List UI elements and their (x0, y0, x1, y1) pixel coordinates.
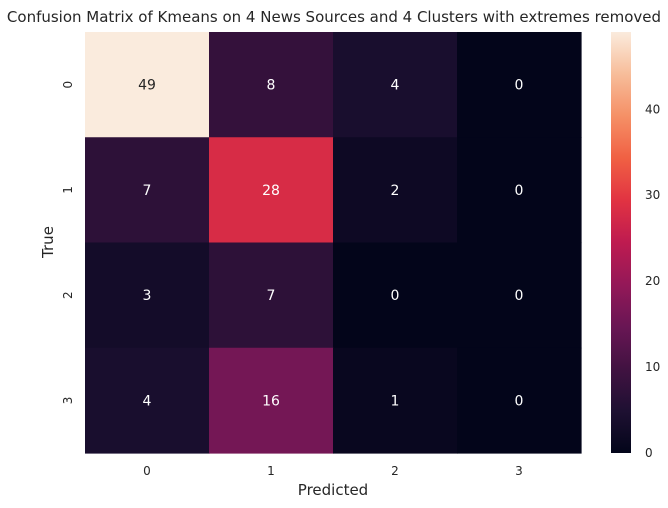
cell-value-label: 28 (262, 183, 280, 199)
heatmap-cell (333, 137, 458, 244)
heatmap-cell (209, 242, 334, 349)
cell-value-label: 16 (262, 393, 280, 409)
x-tick-label: 0 (143, 464, 151, 478)
x-tick-label: 1 (267, 464, 275, 478)
cell-value-label: 0 (515, 288, 524, 304)
heatmap-cell (209, 347, 334, 454)
heatmap-cell-labels: 49 8 4 0 7 28 2 0 3 7 0 0 4 16 1 0 (138, 78, 523, 410)
y-axis-label: True (39, 226, 57, 259)
heatmap-cell (85, 347, 210, 454)
heatmap-cell (457, 137, 582, 244)
cell-value-label: 8 (267, 78, 276, 94)
colorbar (611, 32, 631, 453)
heatmap-cell (457, 347, 582, 454)
heatmap-cell (209, 137, 334, 244)
colorbar-tick-label: 40 (645, 102, 660, 116)
x-axis-ticks: 0 1 2 3 (143, 464, 523, 478)
cell-value-label: 1 (391, 393, 400, 409)
heatmap-cell (333, 242, 458, 349)
colorbar-ticks: 0 10 20 30 40 (645, 102, 660, 460)
y-axis-ticks: 0 1 2 3 (61, 81, 75, 404)
x-tick-label: 3 (515, 464, 523, 478)
heatmap-cell (457, 32, 582, 138)
y-tick-label: 3 (61, 397, 75, 405)
heatmap-cell (85, 32, 210, 138)
y-tick-label: 0 (61, 81, 75, 89)
cell-value-label: 2 (391, 183, 400, 199)
cell-value-label: 4 (391, 78, 400, 94)
heatmap-cell (457, 242, 582, 349)
y-tick-label: 2 (61, 291, 75, 299)
x-axis-label: Predicted (298, 481, 368, 499)
colorbar-tick-label: 20 (645, 274, 660, 288)
cell-value-label: 0 (391, 288, 400, 304)
cell-value-label: 4 (143, 393, 152, 409)
colorbar-tick-label: 30 (645, 188, 660, 202)
cell-value-label: 7 (143, 183, 152, 199)
cell-value-label: 3 (143, 288, 152, 304)
x-tick-label: 2 (391, 464, 399, 478)
colorbar-tick-label: 10 (645, 360, 660, 374)
cell-value-label: 0 (515, 183, 524, 199)
heatmap-cells (85, 32, 582, 454)
cell-value-label: 0 (515, 78, 524, 94)
cell-value-label: 0 (515, 393, 524, 409)
heatmap-cell (209, 32, 334, 138)
cell-value-label: 49 (138, 78, 156, 94)
y-tick-label: 1 (61, 186, 75, 194)
colorbar-tick-label: 0 (645, 446, 653, 460)
cell-value-label: 7 (267, 288, 276, 304)
heatmap-cell (85, 242, 210, 349)
heatmap-cell (85, 137, 210, 244)
heatmap-cell (333, 32, 458, 138)
heatmap-cell (333, 347, 458, 454)
chart-title: Confusion Matrix of Kmeans on 4 News Sou… (7, 8, 661, 26)
